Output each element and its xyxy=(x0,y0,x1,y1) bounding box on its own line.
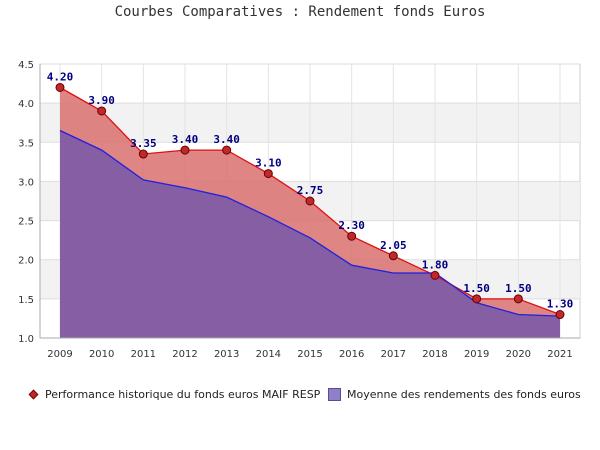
legend-item-series-2: Moyenne des rendements des fonds euros xyxy=(328,387,581,402)
x-tick-label: 2014 xyxy=(256,349,281,360)
data-label: 3.40 xyxy=(172,133,199,146)
data-label: 3.35 xyxy=(130,137,157,150)
x-tick-label: 2013 xyxy=(214,349,239,360)
series-1-point xyxy=(430,270,440,280)
series-1-point xyxy=(555,310,565,320)
data-label: 3.90 xyxy=(88,94,115,107)
series-1-point xyxy=(97,106,107,116)
x-tick-label: 2018 xyxy=(422,349,447,360)
y-tick-label: 1.0 xyxy=(18,334,34,345)
data-label: 1.50 xyxy=(505,282,532,295)
x-tick-label: 2020 xyxy=(506,349,531,360)
x-tick-label: 2010 xyxy=(89,349,114,360)
data-label: 2.05 xyxy=(380,239,407,252)
data-label: 4.20 xyxy=(47,70,74,83)
series-1-point xyxy=(222,145,232,155)
series-1-point xyxy=(305,196,315,206)
data-label: 3.40 xyxy=(213,133,240,146)
y-tick-label: 3.5 xyxy=(18,138,34,149)
data-label: 1.80 xyxy=(422,258,449,271)
data-label: 2.75 xyxy=(297,184,324,197)
y-tick-label: 4.0 xyxy=(18,99,34,110)
x-tick-label: 2011 xyxy=(131,349,156,360)
y-tick-label: 2.0 xyxy=(18,256,34,267)
series-1-point xyxy=(263,169,273,179)
data-label: 1.50 xyxy=(463,282,490,295)
x-tick-label: 2016 xyxy=(339,349,364,360)
legend-item-series-1: Performance historique du fonds euros MA… xyxy=(28,388,321,401)
chart-title: Courbes Comparatives : Rendement fonds E… xyxy=(114,4,486,20)
series-1-point xyxy=(55,82,65,92)
data-label: 1.30 xyxy=(547,298,574,311)
x-tick-label: 2019 xyxy=(464,349,489,360)
data-label: 3.10 xyxy=(255,157,282,170)
series-1-point xyxy=(388,251,398,261)
series-1-point xyxy=(347,231,357,241)
legend-label-series-1: Performance historique du fonds euros MA… xyxy=(45,388,321,401)
series-1-point xyxy=(138,149,148,159)
data-label: 2.30 xyxy=(338,219,365,232)
x-tick-label: 2017 xyxy=(381,349,406,360)
y-tick-label: 3.0 xyxy=(18,177,34,188)
series-1-point xyxy=(472,294,482,304)
series-2-area xyxy=(60,130,560,338)
series-1-point xyxy=(513,294,523,304)
y-tick-label: 4.5 xyxy=(18,60,34,71)
series-1-point xyxy=(180,145,190,155)
legend-square-icon xyxy=(328,387,341,401)
x-tick-label: 2009 xyxy=(47,349,72,360)
x-tick-label: 2012 xyxy=(172,349,197,360)
x-tick-label: 2021 xyxy=(547,349,572,360)
x-tick-label: 2015 xyxy=(297,349,322,360)
legend-diamond-icon xyxy=(28,389,39,399)
legend-label-series-2: Moyenne des rendements des fonds euros xyxy=(347,388,581,401)
y-tick-label: 2.5 xyxy=(18,217,34,228)
y-tick-label: 1.5 xyxy=(18,295,34,306)
